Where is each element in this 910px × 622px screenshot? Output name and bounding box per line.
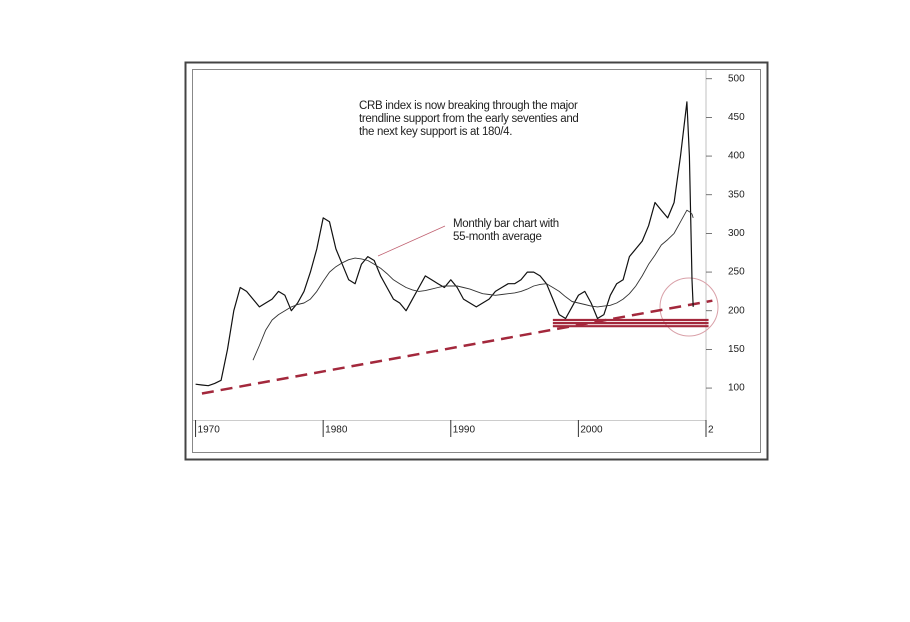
inner-frame <box>192 69 761 453</box>
annotation: 55-month average <box>453 231 542 243</box>
trendline <box>201 299 713 395</box>
annotation: the next key support is at 180/4. <box>359 126 512 138</box>
x-tick-label: 1990 <box>453 425 476 436</box>
y-tick-label: 100 <box>728 383 745 394</box>
y-tick-label: 400 <box>728 151 745 162</box>
highlight-circle <box>659 277 719 337</box>
y-tick-label: 450 <box>728 112 745 123</box>
x-tick-label: 2000 <box>580 425 603 436</box>
annotation: CRB index is now breaking through the ma… <box>359 100 578 112</box>
y-tick-label: 350 <box>728 189 745 200</box>
series-line <box>195 101 694 387</box>
outer-frame <box>184 61 769 461</box>
x-tick-label: 1980 <box>325 425 348 436</box>
y-tick-label: 250 <box>728 267 745 278</box>
x-tick-label: 2 <box>708 425 714 436</box>
callout-line <box>377 225 446 257</box>
y-tick-label: 500 <box>728 73 745 84</box>
annotation: trendline support from the early seventi… <box>359 113 579 125</box>
series-line <box>252 209 694 361</box>
y-tick-label: 300 <box>728 228 745 239</box>
y-tick-label: 150 <box>728 344 745 355</box>
x-tick-label: 1970 <box>198 425 221 436</box>
y-tick-label: 200 <box>728 305 745 316</box>
annotation: Monthly bar chart with <box>453 218 559 230</box>
